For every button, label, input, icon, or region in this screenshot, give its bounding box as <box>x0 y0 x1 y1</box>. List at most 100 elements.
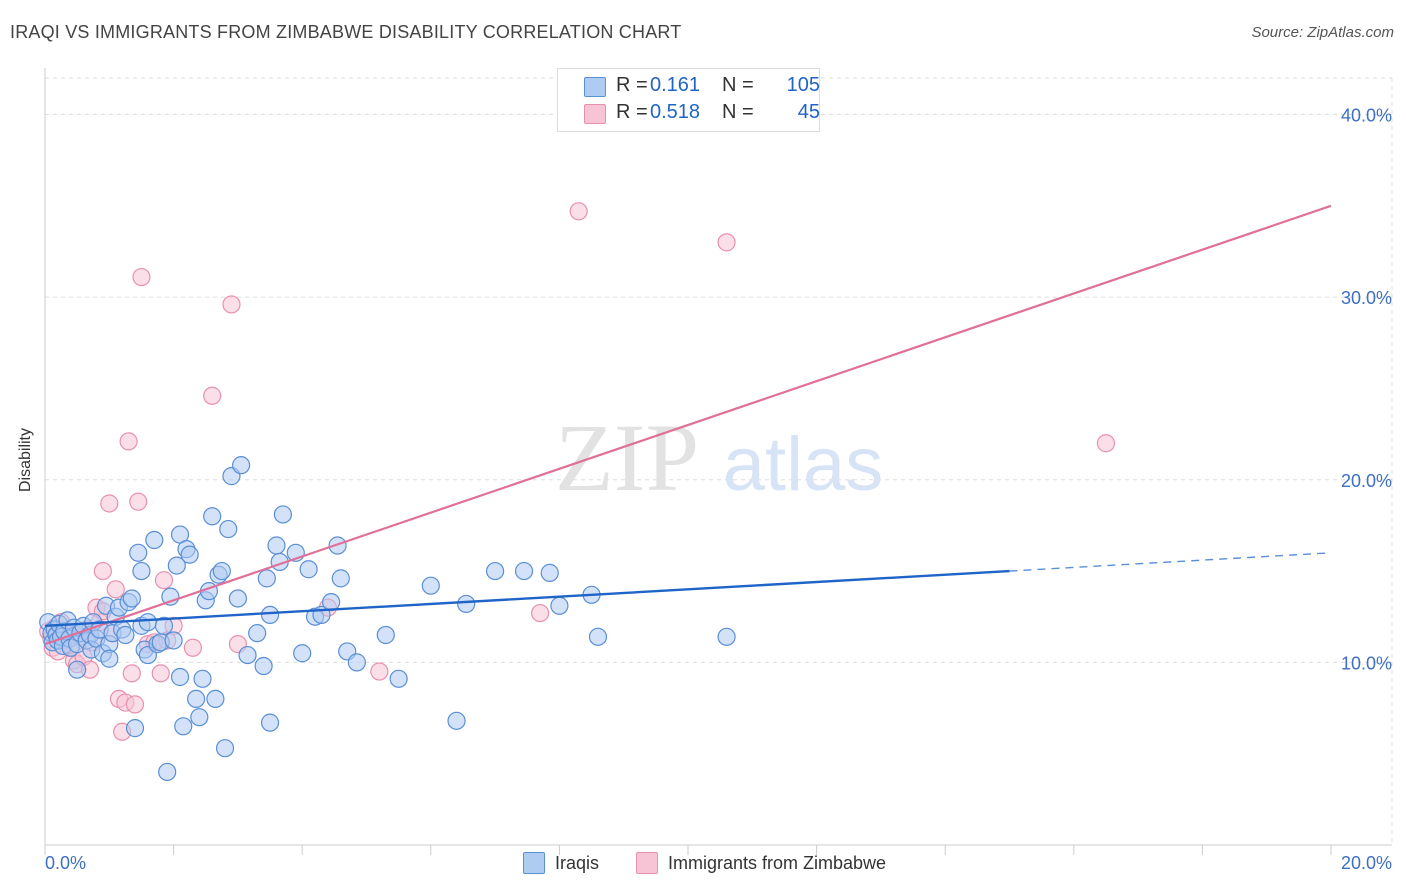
legend-r-label: R = <box>616 101 648 123</box>
y-axis-label: Disability <box>17 427 34 493</box>
point-iraqis <box>138 613 157 632</box>
point-zimbabwe <box>100 494 119 513</box>
point-iraqis <box>588 627 608 646</box>
legend-r-label: R = <box>616 74 648 96</box>
point-iraqis <box>122 589 141 608</box>
point-iraqis <box>267 536 286 555</box>
bottom-legend-label-iraqis: Iraqis <box>555 852 600 873</box>
watermark-atlas: atlas <box>723 422 884 507</box>
point-iraqis <box>550 596 569 615</box>
point-iraqis <box>238 645 257 665</box>
chart-title: IRAQI VS IMMIGRANTS FROM ZIMBABWE DISABI… <box>10 22 682 42</box>
x-tick-label: 0.0% <box>45 853 86 873</box>
point-zimbabwe <box>1096 434 1116 453</box>
point-iraqis <box>125 719 145 738</box>
point-iraqis <box>132 561 151 581</box>
point-iraqis <box>219 519 238 539</box>
point-iraqis <box>203 507 222 526</box>
point-iraqis <box>347 653 366 672</box>
bottom-legend-swatch-zimbabwe <box>636 852 658 875</box>
bottom-legend-swatch-iraqis <box>523 852 545 875</box>
legend-swatch-zimbabwe <box>584 104 606 124</box>
point-iraqis <box>187 689 206 709</box>
y-axis-label-wrap: Disability <box>6 420 46 500</box>
point-iraqis <box>228 589 247 608</box>
point-iraqis <box>215 739 235 758</box>
point-iraqis <box>486 561 505 581</box>
point-iraqis <box>254 656 273 676</box>
legend-n-label: N = <box>722 101 754 123</box>
bottom-legend-zimbabwe[interactable]: Immigrants from Zimbabwe <box>636 852 886 878</box>
trend-line-zimbabwe <box>44 204 1332 646</box>
point-zimbabwe <box>531 603 550 623</box>
point-iraqis <box>193 669 212 688</box>
point-zimbabwe <box>183 638 202 657</box>
point-iraqis <box>540 563 559 582</box>
point-iraqis <box>154 616 174 635</box>
point-iraqis <box>206 689 225 709</box>
point-zimbabwe <box>370 662 389 681</box>
point-iraqis <box>190 708 209 727</box>
series-iraqis-points <box>39 456 736 782</box>
point-iraqis <box>717 627 736 646</box>
point-zimbabwe <box>119 432 138 451</box>
trend-lines <box>44 204 1332 646</box>
bottom-legend-label-zimbabwe: Immigrants from Zimbabwe <box>668 852 887 873</box>
x-tick-label: 20.0% <box>1341 853 1392 873</box>
source-label: Source: ZipAtlas.com <box>1251 24 1394 41</box>
x-tick-labels: 0.0% 20.0% <box>45 853 1392 873</box>
point-iraqis <box>100 649 119 668</box>
point-iraqis <box>164 631 183 650</box>
point-zimbabwe <box>569 202 588 221</box>
point-iraqis <box>180 545 199 564</box>
point-iraqis <box>145 530 164 550</box>
point-zimbabwe <box>717 233 736 252</box>
point-zimbabwe <box>154 571 174 590</box>
point-iraqis <box>293 644 312 663</box>
point-zimbabwe <box>125 695 145 714</box>
point-iraqis <box>129 543 148 562</box>
watermark-zip: ZIP <box>555 404 699 511</box>
point-zimbabwe <box>106 580 125 599</box>
legend-r-value-zimbabwe: 0.518 <box>650 101 701 123</box>
legend-n-value-zimbabwe: 45 <box>797 101 820 123</box>
point-iraqis <box>376 625 395 645</box>
point-zimbabwe <box>132 267 151 287</box>
legend-n-label: N = <box>722 74 754 96</box>
point-iraqis <box>116 625 135 645</box>
bottom-legend-iraqis[interactable]: Iraqis <box>523 852 599 878</box>
point-iraqis <box>260 713 280 732</box>
point-iraqis <box>457 594 476 614</box>
point-zimbabwe <box>129 492 148 511</box>
y-tick-labels: 10.0% 20.0% 30.0% 40.0% <box>1341 106 1392 674</box>
point-iraqis <box>248 624 267 643</box>
legend: R = 0.161 N = 105 R = 0.518 N = 45 <box>557 68 820 132</box>
point-iraqis <box>257 569 276 588</box>
point-iraqis <box>68 660 87 679</box>
point-iraqis <box>167 556 186 575</box>
point-zimbabwe <box>222 295 241 314</box>
y-tick-label: 10.0% <box>1341 653 1392 673</box>
legend-r-value-iraqis: 0.161 <box>650 74 701 96</box>
point-iraqis <box>447 711 466 730</box>
trend-line-iraqis-extrapolated <box>1009 552 1332 572</box>
point-iraqis <box>232 456 251 475</box>
y-tick-label: 30.0% <box>1341 288 1392 308</box>
point-iraqis <box>158 762 177 782</box>
point-iraqis <box>260 605 280 625</box>
y-tick-label: 20.0% <box>1341 471 1392 491</box>
point-iraqis <box>273 505 293 524</box>
point-zimbabwe <box>203 386 222 405</box>
point-zimbabwe <box>93 561 112 581</box>
point-iraqis <box>299 560 318 579</box>
y-tick-label: 40.0% <box>1341 106 1392 126</box>
point-iraqis <box>170 667 190 687</box>
legend-swatch-iraqis <box>584 77 606 97</box>
point-iraqis <box>389 669 408 688</box>
point-iraqis <box>421 576 440 595</box>
axes <box>44 68 1392 855</box>
point-iraqis <box>331 569 350 588</box>
point-zimbabwe <box>151 664 170 683</box>
watermark: ZIP atlas <box>555 404 883 511</box>
